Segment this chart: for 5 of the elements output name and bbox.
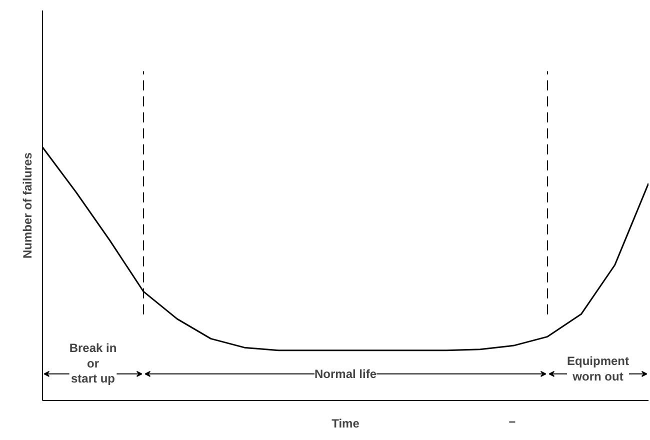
annotation: Equipment worn out <box>567 354 630 384</box>
annotation: Normal life <box>314 366 377 381</box>
y-axis-title: Number of failures <box>20 152 34 259</box>
annotation: Break in or start up <box>69 340 117 386</box>
x-axis-title: Time <box>332 416 360 430</box>
